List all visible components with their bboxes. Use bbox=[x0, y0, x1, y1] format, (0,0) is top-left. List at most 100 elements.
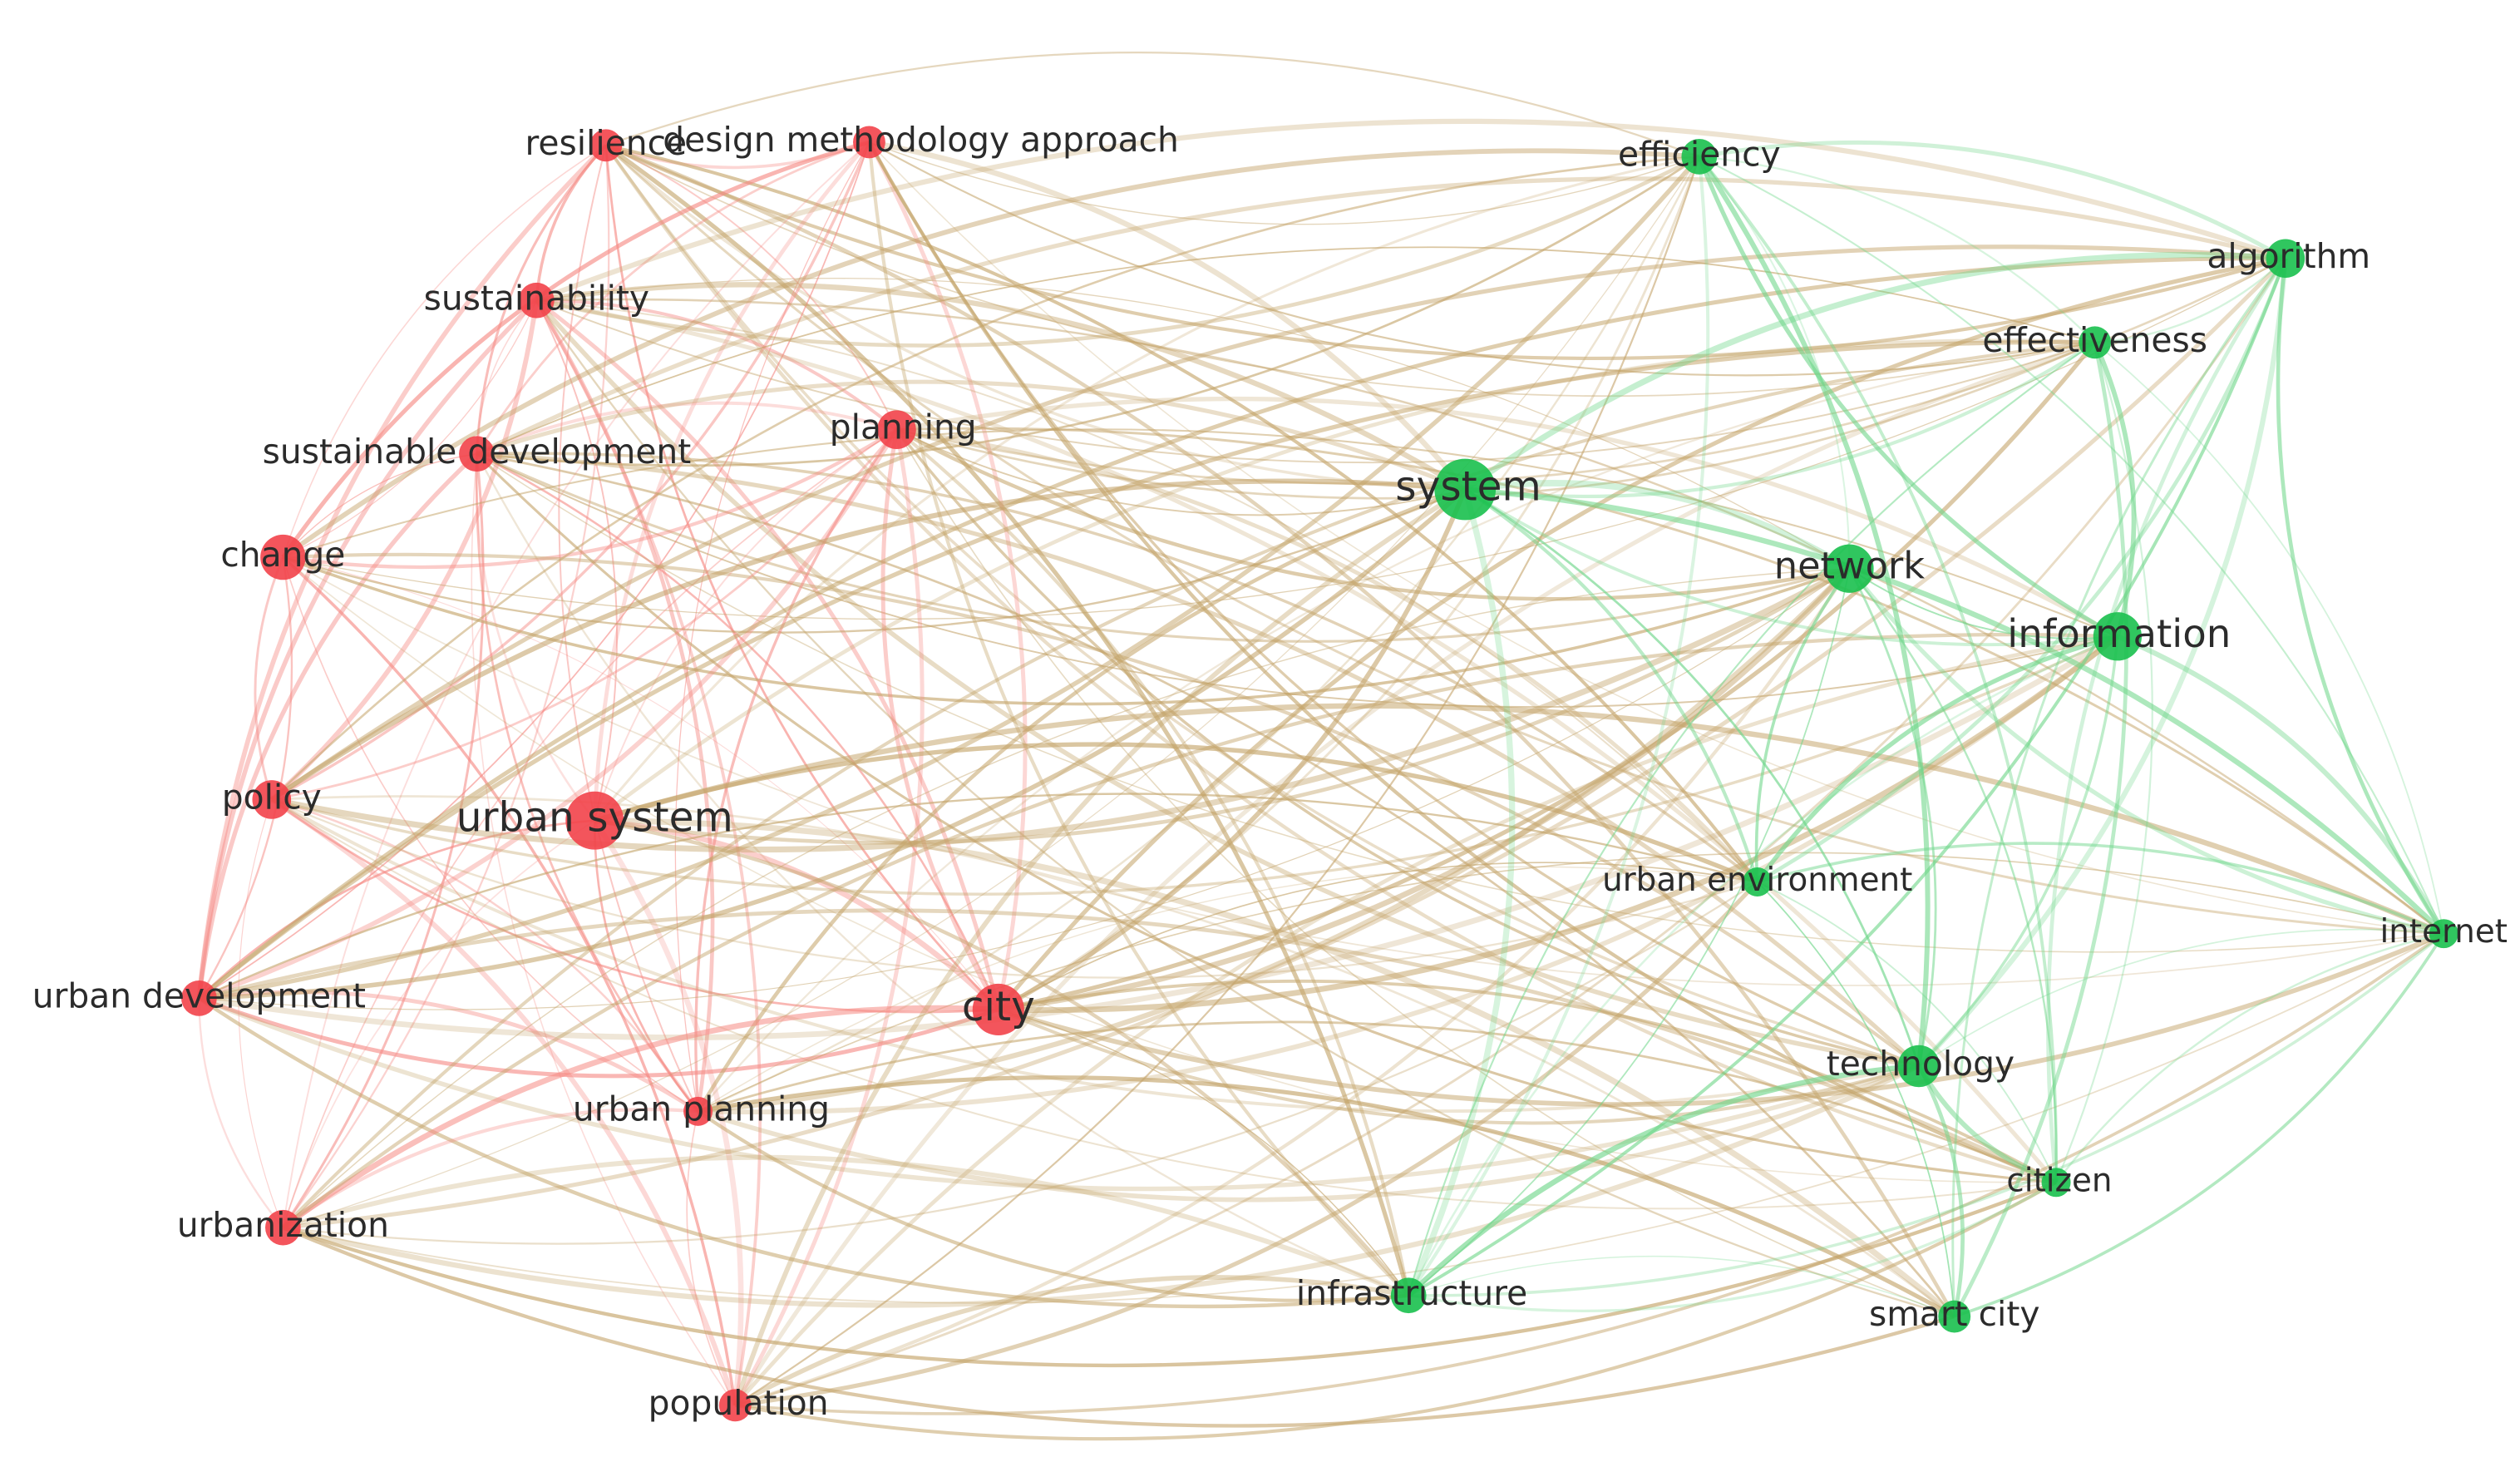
edge bbox=[198, 995, 1920, 1192]
edge bbox=[536, 298, 2445, 935]
edge bbox=[998, 341, 2097, 1012]
edge bbox=[282, 1154, 1410, 1298]
edge bbox=[1848, 567, 2058, 1183]
edge bbox=[476, 453, 1409, 1296]
edge bbox=[283, 488, 1466, 634]
edge bbox=[535, 299, 1920, 1069]
edge bbox=[283, 881, 1758, 1245]
node bbox=[459, 436, 495, 472]
edge bbox=[282, 453, 485, 1229]
edge bbox=[1464, 488, 1921, 1067]
node bbox=[265, 1209, 301, 1246]
node bbox=[683, 1096, 713, 1126]
node-label: sustainable development bbox=[263, 432, 692, 472]
edge bbox=[1755, 634, 2118, 884]
edge bbox=[270, 244, 2286, 802]
edge bbox=[1699, 156, 1851, 569]
edge bbox=[282, 567, 1850, 1228]
edge bbox=[998, 156, 1701, 1011]
node-label: internet bbox=[2379, 913, 2508, 951]
edge bbox=[198, 996, 999, 1079]
node-label: information bbox=[2007, 611, 2231, 656]
edge bbox=[282, 1180, 2057, 1368]
edge bbox=[283, 427, 898, 570]
edge bbox=[1917, 636, 2119, 1068]
edge bbox=[476, 176, 2286, 457]
edge bbox=[697, 341, 2095, 1113]
edge bbox=[1916, 258, 2289, 1069]
edge bbox=[198, 908, 2058, 1184]
edge bbox=[1699, 140, 2287, 260]
edge bbox=[1405, 488, 1516, 1297]
edge bbox=[282, 145, 607, 558]
node-label: urban development bbox=[32, 975, 366, 1015]
edge bbox=[1464, 486, 2446, 936]
edge bbox=[594, 428, 897, 822]
edge bbox=[535, 299, 618, 821]
edge bbox=[1918, 928, 2444, 1067]
edge bbox=[535, 299, 1001, 1010]
edge bbox=[895, 429, 1955, 1317]
edge bbox=[476, 452, 1921, 1068]
node bbox=[1938, 1300, 1971, 1333]
edge bbox=[282, 632, 2118, 1229]
node-label: city bbox=[962, 984, 1035, 1030]
edge bbox=[1463, 252, 2286, 492]
edge bbox=[734, 1181, 2058, 1441]
edge bbox=[1916, 1064, 2058, 1185]
node-label: technology bbox=[1827, 1044, 2015, 1084]
edge bbox=[593, 338, 2095, 822]
node bbox=[2079, 326, 2112, 359]
node bbox=[1434, 458, 1497, 521]
edge bbox=[270, 478, 1466, 802]
edge bbox=[198, 141, 870, 1000]
node bbox=[718, 1389, 752, 1422]
edge bbox=[698, 852, 2444, 1113]
edge bbox=[1848, 567, 2118, 640]
edge bbox=[895, 396, 2119, 639]
edge bbox=[2094, 257, 2286, 343]
node bbox=[518, 282, 555, 319]
edge bbox=[270, 156, 1699, 801]
edge bbox=[734, 880, 1759, 1408]
nodes bbox=[181, 126, 2458, 1422]
node-label: urban planning bbox=[573, 1089, 830, 1129]
node-label: urban system bbox=[456, 795, 733, 842]
edge bbox=[734, 156, 1700, 1406]
edge bbox=[604, 145, 999, 1010]
edge bbox=[1848, 568, 1937, 1067]
edge bbox=[1757, 881, 2057, 1183]
edge bbox=[476, 452, 2118, 709]
edge bbox=[1699, 156, 2096, 343]
edge bbox=[592, 818, 744, 1406]
node-label: planning bbox=[830, 407, 977, 447]
edge bbox=[604, 144, 2057, 1184]
edge bbox=[283, 156, 1700, 1228]
node-label: resilience bbox=[525, 123, 688, 163]
edge bbox=[476, 156, 1700, 467]
edge bbox=[476, 141, 870, 455]
edge bbox=[896, 428, 1466, 516]
edge bbox=[254, 556, 284, 800]
node-label: effectiveness bbox=[1982, 320, 2207, 360]
edge bbox=[696, 487, 1466, 1113]
edge bbox=[1952, 342, 2128, 1318]
edge bbox=[896, 257, 2286, 486]
edge bbox=[698, 1075, 1955, 1319]
node bbox=[1390, 1277, 1427, 1314]
edge bbox=[2055, 932, 2444, 1183]
edge bbox=[895, 427, 1850, 601]
edge bbox=[270, 141, 871, 801]
edge bbox=[1408, 932, 2445, 1297]
edge bbox=[674, 141, 870, 1112]
edge bbox=[1697, 155, 1931, 1067]
edge bbox=[1757, 881, 1955, 1317]
edge bbox=[867, 141, 1410, 1297]
edge bbox=[1408, 568, 1851, 1296]
node-label: urbanization bbox=[177, 1205, 389, 1245]
node-label: algorithm bbox=[2207, 236, 2370, 276]
edge bbox=[605, 52, 1700, 158]
edge bbox=[733, 340, 2096, 1407]
node-label: urban environment bbox=[1602, 862, 1912, 899]
edge bbox=[1756, 257, 2288, 884]
